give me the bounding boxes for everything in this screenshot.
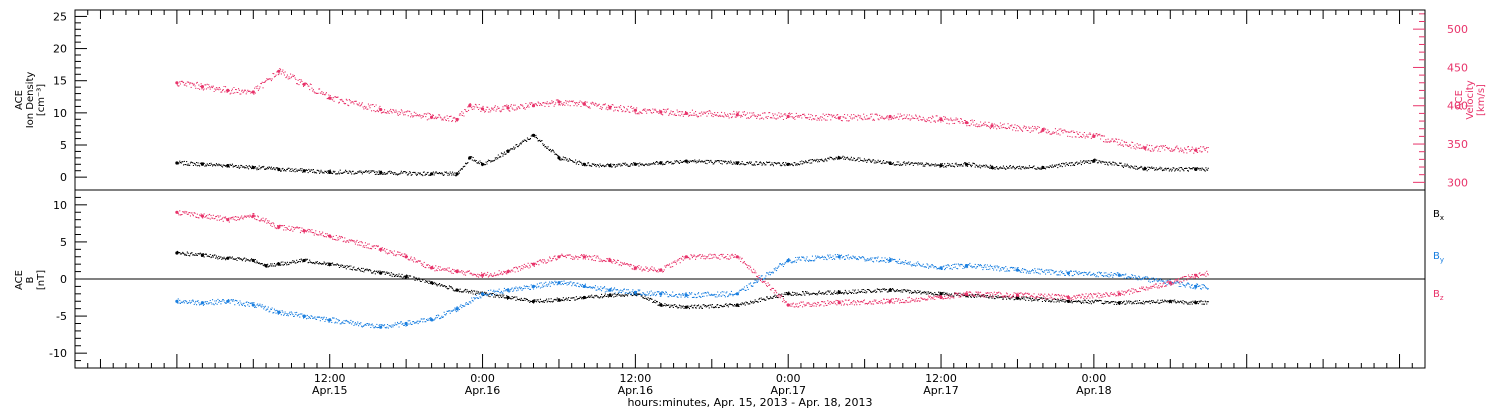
- y-axis-title-bottom: B: [25, 276, 36, 283]
- ion-density-series-point: [557, 156, 561, 160]
- bx-series-point: [175, 251, 179, 255]
- bz-series-trace: [176, 210, 1209, 308]
- x-tick-date: Apr.17: [923, 384, 959, 397]
- y-tick-label: 20: [53, 43, 67, 56]
- y-tick-label: 10: [53, 199, 67, 212]
- y-tick-label: 0: [60, 273, 67, 286]
- by-series: [175, 253, 1209, 329]
- x-tick-label: 12:00: [620, 372, 652, 385]
- velocity-series-point: [557, 100, 561, 104]
- x-tick-label: 0:00: [1082, 372, 1107, 385]
- bz-series-point: [404, 255, 408, 259]
- by-series-point: [659, 292, 663, 296]
- y-axis-title-left: Ion Density: [25, 72, 36, 129]
- velocity-series-point: [1041, 128, 1045, 132]
- velocity-series-point: [837, 116, 841, 120]
- y-axis-title-left: ACE: [14, 90, 25, 110]
- y-axis-title-right: [km/s]: [1476, 84, 1487, 116]
- x-tick-label: 0:00: [776, 372, 801, 385]
- velocity-series-point: [175, 81, 179, 85]
- velocity-series-point: [226, 88, 230, 92]
- bz-series-point: [939, 295, 943, 300]
- velocity-series-trace: [176, 68, 1209, 154]
- x-tick-label: 12:00: [925, 372, 957, 385]
- legend-entry: By: [1433, 251, 1444, 264]
- y-tick-label: -10: [49, 347, 67, 360]
- velocity-series-point: [277, 69, 281, 73]
- by-series-trace: [176, 253, 1209, 329]
- velocity-series: [175, 68, 1209, 154]
- y-tick-label-right: 450: [1447, 61, 1468, 74]
- x-tick-date: Apr.16: [618, 384, 654, 397]
- y-tick-label-right: 400: [1447, 100, 1468, 113]
- velocity-series-point: [735, 113, 739, 117]
- legend-entry: Bz: [1433, 289, 1444, 302]
- by-series-point: [175, 299, 179, 303]
- y-axis-title-bottom: [nT]: [36, 270, 47, 290]
- y-tick-label-right: 500: [1447, 23, 1468, 36]
- y-tick-label: 25: [53, 10, 67, 23]
- ion-density-series-point: [328, 170, 332, 174]
- x-axis-title: hours:minutes, Apr. 15, 2013 - Apr. 18, …: [627, 396, 872, 409]
- y-tick-label: 5: [60, 236, 67, 249]
- y-axis-title-right: ACE: [1454, 90, 1465, 110]
- bx-series: [175, 250, 1209, 310]
- y-axis-title-left: [cm⁻³]: [36, 84, 47, 116]
- by-series-point: [226, 299, 230, 303]
- ion-density-series: [175, 133, 1209, 177]
- bx-series-point: [837, 290, 841, 294]
- bx-series-trace: [176, 250, 1209, 310]
- x-tick-label: 12:00: [314, 372, 346, 385]
- bz-series: [175, 210, 1209, 308]
- y-tick-label-right: 300: [1447, 176, 1468, 189]
- y-tick-label: 0: [60, 171, 67, 184]
- x-tick-date: Apr.16: [465, 384, 501, 397]
- x-tick-label: 0:00: [470, 372, 495, 385]
- velocity-series-point: [633, 108, 638, 112]
- by-series-point: [455, 307, 459, 311]
- x-tick-date: Apr.18: [1076, 384, 1112, 397]
- y-tick-label: 5: [60, 139, 67, 152]
- y-tick-label: -5: [56, 310, 67, 323]
- x-tick-date: Apr.17: [770, 384, 806, 397]
- velocity-series-point: [582, 102, 587, 106]
- y-tick-label: 15: [53, 75, 67, 88]
- bz-series-point: [277, 225, 281, 229]
- bz-series-point: [251, 214, 255, 218]
- ion-density-series-point: [608, 164, 612, 168]
- by-series-point: [608, 288, 612, 292]
- labels-layer: hours:minutes, Apr. 15, 2013 - Apr. 18, …: [14, 10, 1487, 409]
- by-series-point: [684, 293, 688, 297]
- ion-density-series-trace: [176, 133, 1209, 177]
- y-tick-label-right: 350: [1447, 138, 1468, 151]
- y-axis-title-bottom: ACE: [14, 270, 25, 290]
- y-axis-title-right: Velocity: [1465, 80, 1476, 119]
- legend-entry: Bx: [1433, 209, 1444, 222]
- marks-layer: [175, 68, 1209, 329]
- x-tick-date: Apr.15: [312, 384, 348, 397]
- velocity-series-point: [608, 105, 612, 109]
- axes-layer: [74, 10, 1426, 368]
- y-tick-label: 10: [53, 107, 67, 120]
